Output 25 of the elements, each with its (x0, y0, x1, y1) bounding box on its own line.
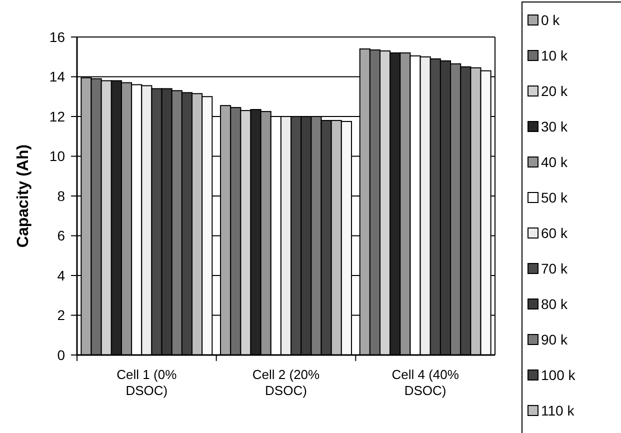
x-tick-label: Cell 2 (20% DSOC) (252, 367, 320, 398)
legend-label: 60 k (541, 224, 568, 241)
y-axis-title: Capacity (Ah) (15, 144, 32, 248)
legend-label: 10 k (541, 47, 568, 64)
legend-label: 70 k (541, 260, 568, 276)
y-tick-label: 16 (49, 28, 66, 45)
x-tick-label: Cell 1 (0% DSOC) (116, 367, 178, 398)
y-tick-label: 2 (57, 307, 66, 324)
legend-label: 50 k (541, 189, 568, 206)
y-tick-label: 14 (49, 68, 66, 85)
x-tick-label: Cell 4 (40% DSOC) (392, 367, 460, 398)
y-tick-label: 12 (49, 108, 66, 124)
legend-label: 110 k (541, 402, 576, 418)
legend-label: 0 k (541, 12, 561, 28)
y-tick-label: 0 (57, 346, 66, 363)
legend-label: 20 k (541, 82, 568, 99)
legend-label: 90 k (541, 331, 568, 348)
y-tick-label: 10 (49, 148, 66, 164)
legend-label: 100 k (541, 366, 576, 383)
y-tick-label: 8 (57, 188, 66, 204)
y-tick-label: 4 (57, 267, 66, 284)
legend-label: 40 k (541, 154, 568, 170)
legend-label: 80 k (541, 296, 568, 312)
legend-label: 30 k (541, 118, 568, 134)
y-tick-label: 6 (57, 228, 66, 244)
